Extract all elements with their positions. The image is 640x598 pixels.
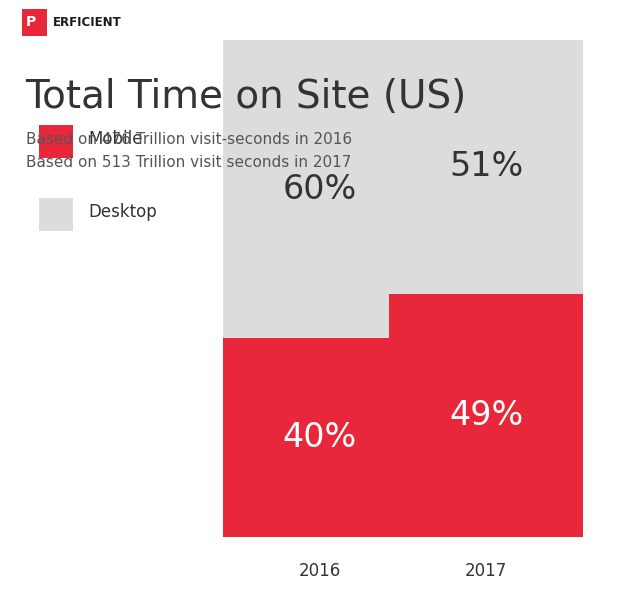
- Text: Based on 476 Trillion visit-seconds in 2016: Based on 476 Trillion visit-seconds in 2…: [26, 132, 352, 147]
- Text: 49%: 49%: [449, 399, 524, 432]
- FancyBboxPatch shape: [40, 198, 73, 231]
- Text: 2017: 2017: [465, 562, 508, 580]
- Text: 60%: 60%: [283, 173, 357, 206]
- Text: ERFICIENT: ERFICIENT: [53, 16, 122, 29]
- Text: 51%: 51%: [449, 150, 524, 183]
- Text: Total Time on Site (US): Total Time on Site (US): [26, 78, 467, 116]
- Bar: [389, 294, 584, 538]
- Bar: [223, 40, 417, 338]
- Text: 2016: 2016: [299, 562, 341, 580]
- Text: 40%: 40%: [283, 422, 357, 454]
- Text: Based on 513 Trillion visit seconds in 2017: Based on 513 Trillion visit seconds in 2…: [26, 155, 351, 170]
- Bar: [389, 40, 584, 294]
- Bar: [223, 338, 417, 538]
- Text: Desktop: Desktop: [88, 203, 157, 221]
- Text: P: P: [25, 15, 36, 29]
- FancyBboxPatch shape: [40, 124, 73, 158]
- Text: Mobile: Mobile: [88, 130, 143, 148]
